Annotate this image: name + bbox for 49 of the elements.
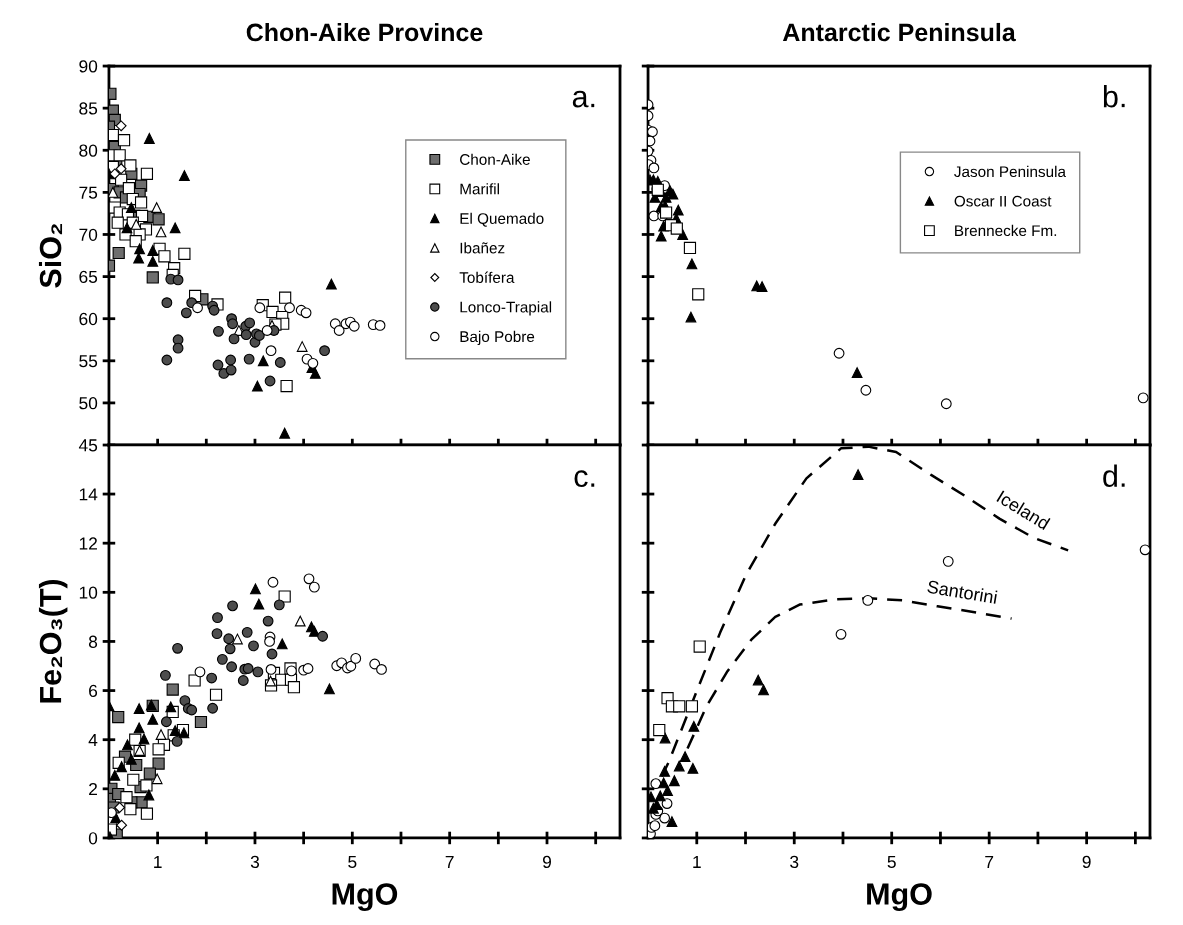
legend-label: Chon-Aike [460,153,530,165]
legend-label: Marifil [460,183,499,195]
y-tick-label: 4 [88,734,98,746]
annotation: b. [1103,84,1125,108]
y-tick-label: 90 [79,60,98,73]
x-tick-label: 1 [693,855,701,868]
legend-label: Bajo Pobre [460,330,535,346]
y-tick-label: 45 [78,439,98,452]
y-tick-label: 8 [88,635,98,648]
x-tick-label: 5 [348,855,357,869]
y-tick-label: 12 [79,537,97,550]
legend-label: El Quemado [460,212,544,227]
chart-title: Chon-Aike Province [246,22,483,42]
y-tick-label: 10 [79,586,98,599]
y-tick-label: 75 [79,186,98,199]
legend-label: Jason Peninsula [954,165,1066,178]
legend-label: Oscar II Coast [954,195,1052,207]
annotation: d. [1103,464,1125,488]
x-axis-title: MgO [332,883,398,912]
x-tick-label: 3 [250,855,260,869]
legend-label: Brennecke Fm. [955,224,1057,237]
y-tick-label: 70 [79,228,98,241]
legend-label: Tobífera [459,271,515,283]
x-tick-label: 5 [887,855,896,869]
x-tick-label: 9 [542,855,552,869]
legend-label: Lonco-Trapial [460,301,552,316]
x-tick-label: 3 [790,855,799,869]
x-tick-label: 7 [985,855,994,868]
chart-title: Antarctic Peninsula [782,22,1016,42]
legend-label: Ibañez [460,242,505,254]
y-tick-label: 85 [79,102,98,115]
y-axis-title: Fe₂O₃(T) [38,579,68,703]
y-axis-title: SiO₂ [38,224,63,288]
y-tick-label: 50 [79,397,98,410]
x-axis-title: MgO [867,883,932,912]
y-tick-label: 6 [89,684,98,698]
y-tick-label: 80 [79,144,98,157]
y-tick-label: 55 [79,355,98,368]
x-tick-label: 9 [1082,855,1091,869]
y-tick-label: 2 [89,783,97,796]
y-tick-label: 60 [79,312,98,326]
x-tick-label: 1 [154,855,162,868]
y-tick-label: 14 [79,488,98,501]
annotation: c. [574,470,595,488]
y-tick-label: 65 [79,270,98,284]
text: Santorini [926,579,998,604]
y-tick-label: 0 [88,832,98,845]
x-tick-label: 7 [445,855,454,868]
annotation: a. [572,90,595,108]
